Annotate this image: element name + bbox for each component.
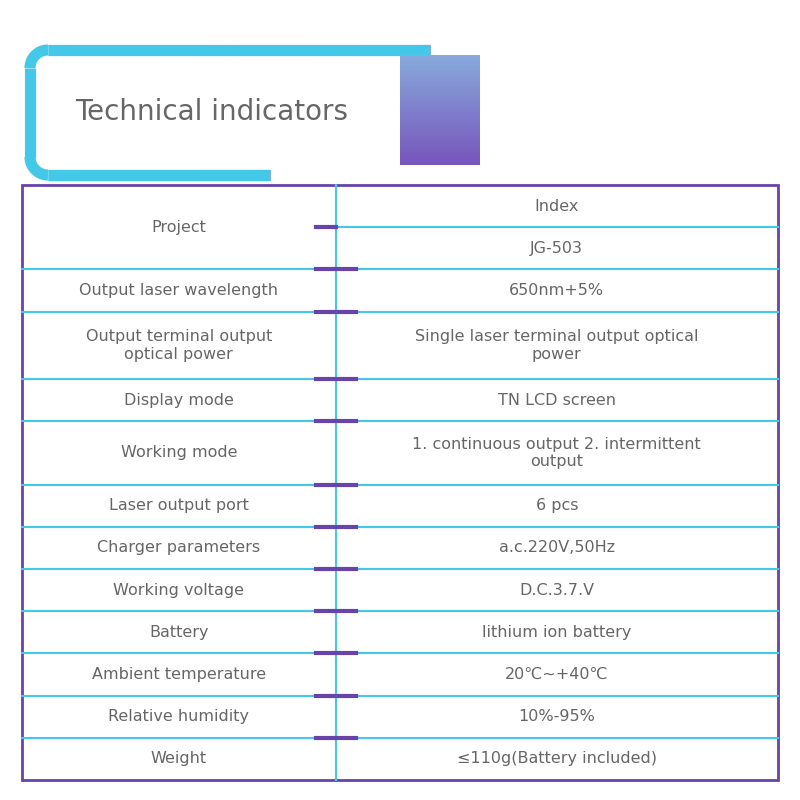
Text: Index: Index <box>534 198 579 214</box>
Text: Display mode: Display mode <box>124 393 234 408</box>
Text: 650nm+5%: 650nm+5% <box>510 283 605 298</box>
Text: ≤110g(Battery included): ≤110g(Battery included) <box>457 751 657 766</box>
Text: Output laser wavelength: Output laser wavelength <box>79 283 278 298</box>
Text: Output terminal output
optical power: Output terminal output optical power <box>86 329 272 362</box>
Text: D.C.3.7.V: D.C.3.7.V <box>519 582 594 598</box>
Text: 10%-95%: 10%-95% <box>518 710 595 724</box>
Text: lithium ion battery: lithium ion battery <box>482 625 631 640</box>
Text: Project: Project <box>151 220 206 234</box>
Text: 6 pcs: 6 pcs <box>536 498 578 514</box>
Text: a.c.220V,50Hz: a.c.220V,50Hz <box>499 541 615 555</box>
Text: Relative humidity: Relative humidity <box>108 710 250 724</box>
Text: 1. continuous output 2. intermittent
output: 1. continuous output 2. intermittent out… <box>413 437 702 469</box>
Text: Laser output port: Laser output port <box>109 498 249 514</box>
Text: TN LCD screen: TN LCD screen <box>498 393 616 408</box>
Text: Technical indicators: Technical indicators <box>75 98 348 126</box>
Text: 20℃~+40℃: 20℃~+40℃ <box>505 667 609 682</box>
Text: Working mode: Working mode <box>121 446 237 461</box>
Text: JG-503: JG-503 <box>530 241 583 256</box>
Text: Working voltage: Working voltage <box>114 582 244 598</box>
Text: Charger parameters: Charger parameters <box>98 541 261 555</box>
Text: Ambient temperature: Ambient temperature <box>92 667 266 682</box>
Text: Battery: Battery <box>149 625 209 640</box>
Text: Single laser terminal output optical
power: Single laser terminal output optical pow… <box>415 329 698 362</box>
Text: Weight: Weight <box>151 751 207 766</box>
